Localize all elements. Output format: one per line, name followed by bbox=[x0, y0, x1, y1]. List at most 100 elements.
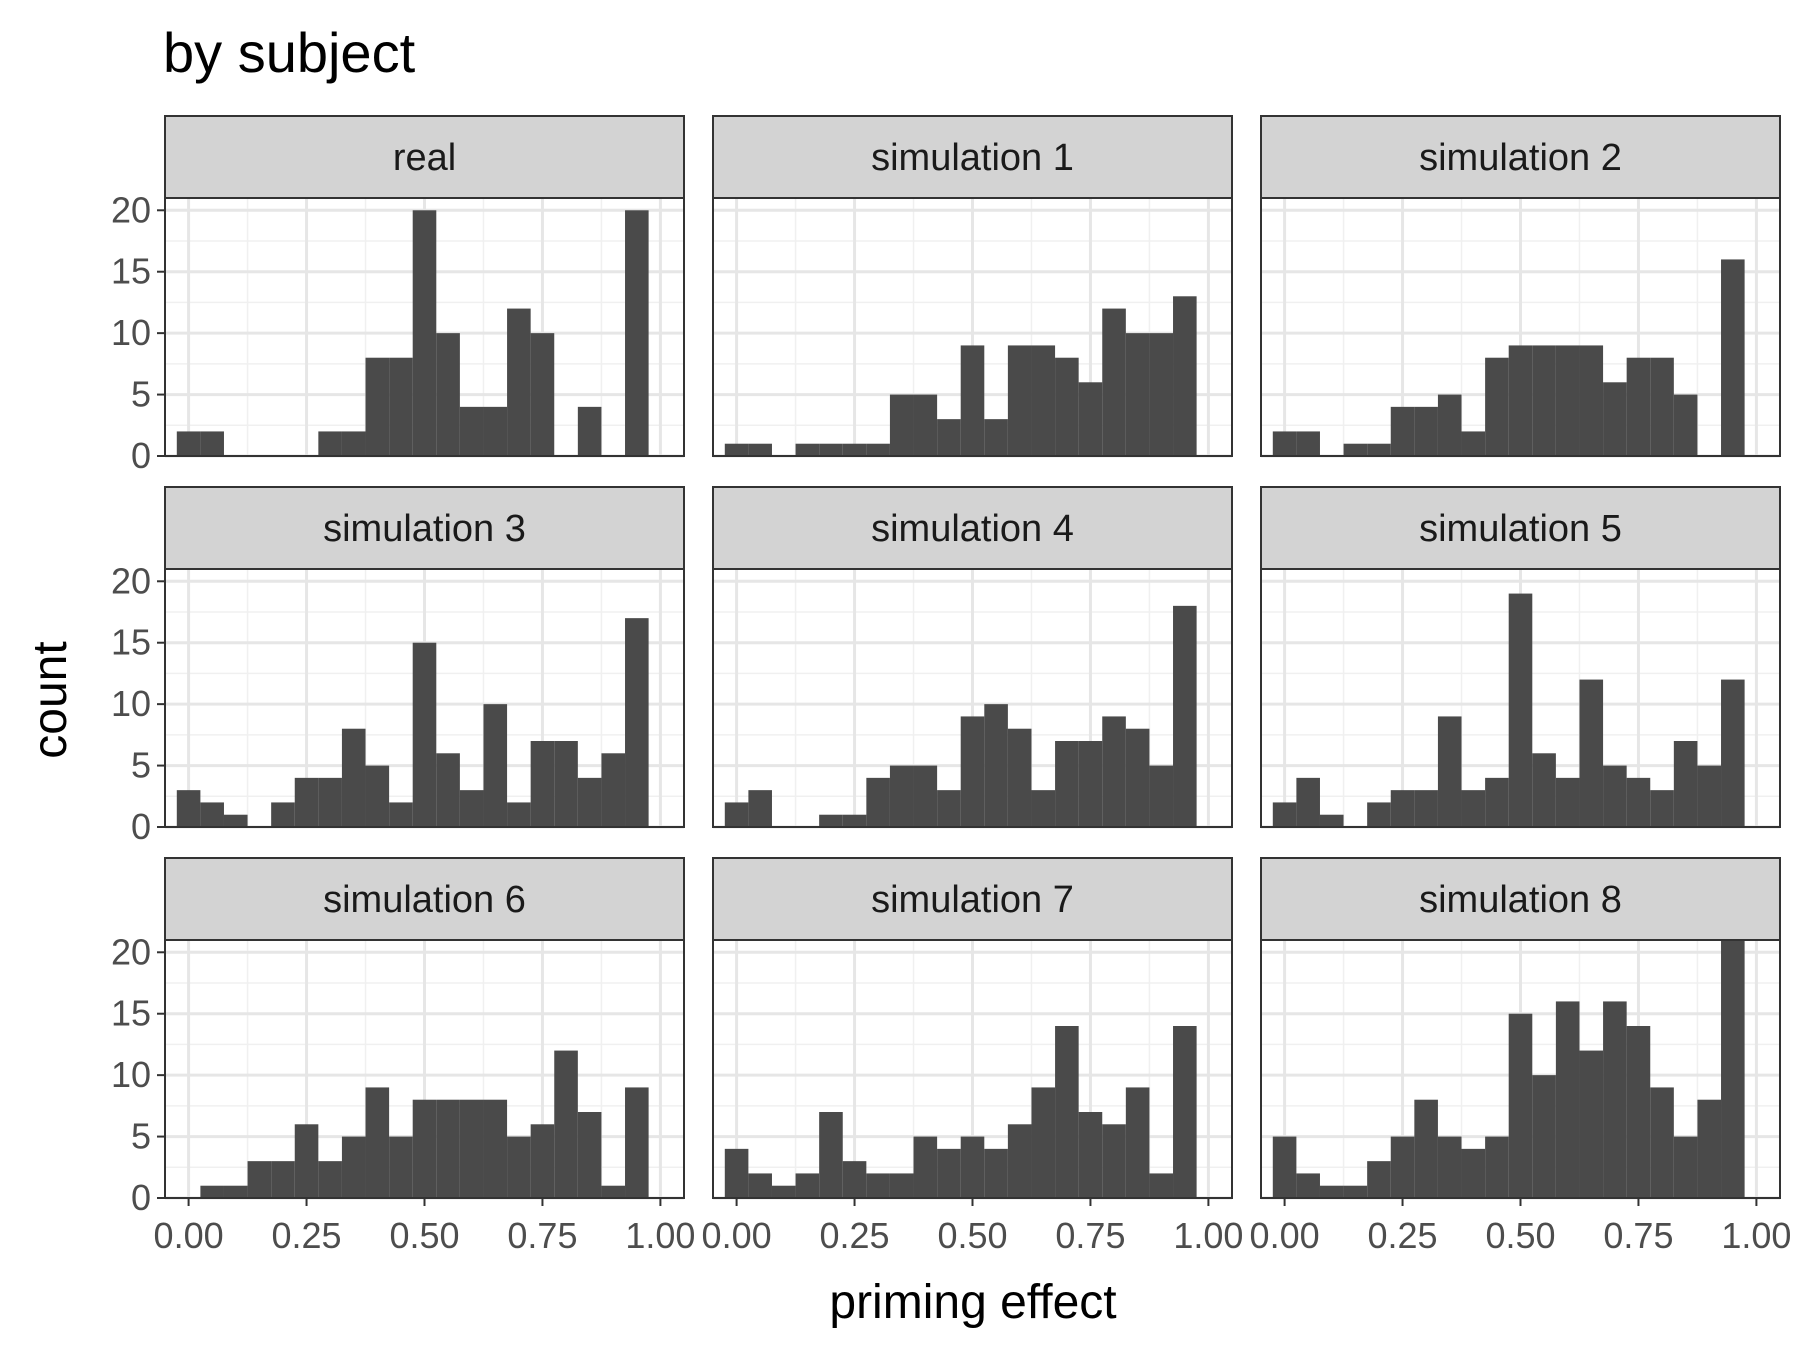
histogram-bar bbox=[1102, 308, 1126, 456]
histogram-bar bbox=[483, 406, 508, 456]
facet-strip bbox=[164, 857, 685, 941]
histogram-bar bbox=[247, 1161, 272, 1198]
histogram-bar bbox=[577, 406, 602, 456]
facet-strip-label: simulation 3 bbox=[323, 508, 526, 550]
histogram-bar bbox=[389, 357, 413, 456]
histogram-bar bbox=[1414, 1099, 1438, 1198]
histogram-bar bbox=[1603, 765, 1627, 827]
histogram-bar bbox=[1626, 1026, 1651, 1198]
histogram-bar bbox=[341, 431, 366, 456]
x-tick-label: 1.00 bbox=[625, 1215, 695, 1256]
histogram-bar bbox=[984, 419, 1008, 456]
facet-strip bbox=[164, 486, 685, 570]
histogram-bar bbox=[1149, 333, 1174, 456]
histogram-bar bbox=[984, 704, 1008, 827]
y-tick-label: 10 bbox=[111, 683, 151, 724]
histogram-bar bbox=[318, 431, 342, 456]
histogram-bar bbox=[1272, 431, 1297, 456]
histogram-bar bbox=[748, 443, 772, 456]
histogram-bar bbox=[842, 1161, 867, 1198]
histogram-bar bbox=[1102, 716, 1126, 827]
histogram-bar bbox=[625, 1087, 649, 1198]
x-tick-label: 0.75 bbox=[1055, 1215, 1125, 1256]
histogram-bar bbox=[200, 431, 224, 456]
histogram-bar bbox=[1367, 1161, 1391, 1198]
histogram-bar bbox=[200, 1185, 224, 1198]
x-tick-label: 0.25 bbox=[1368, 1215, 1438, 1256]
facet-panel: simulation 4 bbox=[712, 486, 1233, 829]
histogram-bar bbox=[459, 1099, 484, 1198]
y-tick-label: 15 bbox=[111, 251, 151, 292]
histogram-bar bbox=[937, 419, 961, 456]
histogram-bar bbox=[1485, 777, 1509, 827]
histogram-bar bbox=[365, 1087, 390, 1198]
histogram-bar bbox=[1055, 741, 1079, 827]
histogram-bar bbox=[1673, 394, 1698, 456]
panel-border bbox=[164, 568, 685, 828]
histogram-bar bbox=[1532, 345, 1556, 456]
histogram-bar bbox=[577, 1112, 602, 1198]
histogram-bar bbox=[341, 1136, 366, 1198]
histogram-bar bbox=[1102, 1124, 1126, 1198]
histogram-bar bbox=[1367, 443, 1391, 456]
histogram-bar bbox=[960, 345, 985, 456]
histogram-bar bbox=[436, 333, 460, 456]
histogram-bar bbox=[984, 1148, 1008, 1198]
histogram-bar bbox=[1007, 728, 1032, 827]
y-tick-label: 10 bbox=[111, 312, 151, 353]
histogram-bar bbox=[1579, 1050, 1604, 1198]
histogram-bar bbox=[842, 443, 867, 456]
histogram-bar bbox=[554, 1050, 578, 1198]
x-tick-label: 0.50 bbox=[389, 1215, 459, 1256]
histogram-bar bbox=[1555, 777, 1580, 827]
panel-border bbox=[712, 197, 1233, 457]
x-tick-label: 0.50 bbox=[937, 1215, 1007, 1256]
histogram-bar bbox=[1078, 1112, 1103, 1198]
histogram-bar bbox=[748, 790, 772, 827]
histogram-bar bbox=[724, 1148, 749, 1198]
histogram-bar bbox=[176, 431, 201, 456]
histogram-bar bbox=[507, 1136, 531, 1198]
histogram-bar bbox=[1173, 296, 1197, 456]
histogram-bar bbox=[1078, 382, 1103, 456]
histogram-bar bbox=[1508, 345, 1533, 456]
histogram-bar bbox=[724, 443, 749, 456]
x-tick-label: 0.00 bbox=[1250, 1215, 1320, 1256]
histogram-bar bbox=[960, 1136, 985, 1198]
histogram-bar bbox=[819, 814, 843, 827]
facet-panel: real 0 5 10 15 20 bbox=[111, 115, 685, 476]
histogram-bar bbox=[1508, 593, 1533, 827]
histogram-bar bbox=[365, 765, 390, 827]
histogram-bar bbox=[1343, 1185, 1368, 1198]
x-axis-title: priming effect bbox=[829, 1276, 1116, 1329]
facet-strip bbox=[1260, 486, 1781, 570]
histogram-bar bbox=[937, 1148, 961, 1198]
histogram-bar bbox=[1579, 345, 1604, 456]
histogram-bar bbox=[795, 1173, 820, 1198]
facet-strip-label: simulation 5 bbox=[1419, 508, 1622, 550]
histogram-bar bbox=[1296, 777, 1320, 827]
facet-strip bbox=[164, 115, 685, 199]
histogram-bar bbox=[1485, 357, 1509, 456]
histogram-bar bbox=[459, 790, 484, 827]
histogram-bar bbox=[1626, 777, 1651, 827]
histogram-bar bbox=[1650, 790, 1674, 827]
histogram-bar bbox=[889, 1173, 914, 1198]
histogram-bar bbox=[1697, 765, 1722, 827]
histogram-bar bbox=[507, 802, 531, 827]
histogram-bar bbox=[1296, 431, 1320, 456]
histogram-bar bbox=[1461, 431, 1486, 456]
histogram-bar bbox=[318, 777, 342, 827]
histogram-bar bbox=[795, 443, 820, 456]
facet-strip bbox=[712, 486, 1233, 570]
facet-strip-label: real bbox=[393, 137, 456, 179]
y-tick-label: 5 bbox=[131, 374, 151, 415]
histogram-bar bbox=[1149, 765, 1174, 827]
histogram-bar bbox=[842, 814, 867, 827]
facet-grid: real 0 5 10 15 20 simulation 1 simulation 2 simu… bbox=[111, 115, 1791, 1256]
facet-strip bbox=[712, 857, 1233, 941]
x-tick-label: 0.50 bbox=[1485, 1215, 1555, 1256]
facet-panel: simulation 7 0.00 0.25 0.50 0.75 1.00 bbox=[702, 857, 1243, 1256]
histogram-bar bbox=[819, 443, 843, 456]
